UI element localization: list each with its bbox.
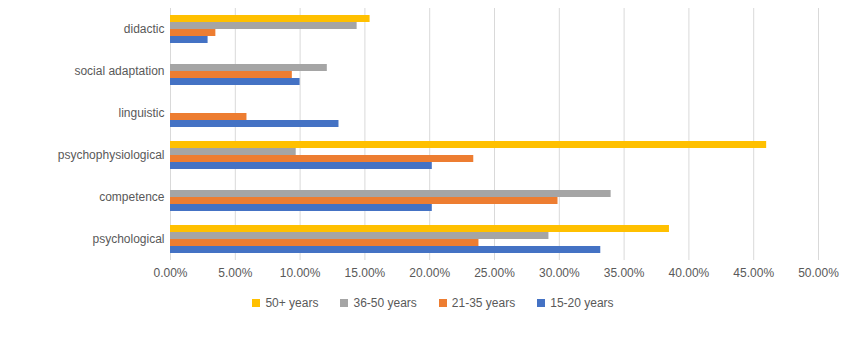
svg-text:25.00%: 25.00% <box>474 266 515 280</box>
svg-text:10.00%: 10.00% <box>280 266 321 280</box>
svg-text:psychological: psychological <box>92 232 164 246</box>
svg-text:social adaptation: social adaptation <box>74 64 164 78</box>
html-text:21-35 years: 21-35 years <box>451 296 516 310</box>
svg-text:30.00%: 30.00% <box>539 266 580 280</box>
html-text:50+ years: 50+ years <box>265 296 319 310</box>
svg-text:psychophysiological: psychophysiological <box>58 148 165 162</box>
svg-text:competence: competence <box>99 190 165 204</box>
svg-text:20.00%: 20.00% <box>409 266 450 280</box>
svg-text:linguistic: linguistic <box>118 106 164 120</box>
svg-text:15.00%: 15.00% <box>345 266 386 280</box>
svg-text:5.00%: 5.00% <box>218 266 252 280</box>
svg-text:didactic: didactic <box>124 22 165 36</box>
svg-text:40.00%: 40.00% <box>669 266 710 280</box>
html-text:15-20 years: 15-20 years <box>550 296 614 310</box>
svg-text:35.00%: 35.00% <box>604 266 645 280</box>
svg-text:0.00%: 0.00% <box>153 266 187 280</box>
html-text:36-50 years: 36-50 years <box>353 296 417 310</box>
svg-text:50.00%: 50.00% <box>798 266 839 280</box>
svg-text:45.00%: 45.00% <box>733 266 774 280</box>
